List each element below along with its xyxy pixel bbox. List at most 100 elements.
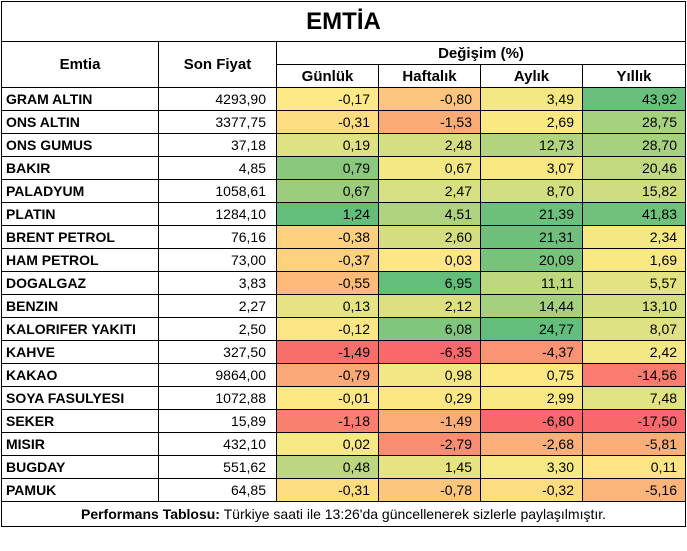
commodity-name: GRAM ALTIN: [1, 87, 159, 111]
header-degisim: Değişim (%): [275, 41, 687, 65]
yearly-change: -5,16: [581, 478, 687, 502]
yearly-change: 41,83: [581, 202, 687, 226]
weekly-change: -1,49: [378, 409, 481, 433]
weekly-change: -1,53: [378, 110, 481, 134]
commodity-table: EMTİA Emtia Son Fiyat Değişim (%) Günlük…: [0, 1, 687, 527]
table-row: BAKIR 4,85 0,79 0,67 3,07 20,46: [1, 156, 687, 180]
daily-change: -0,31: [276, 110, 379, 134]
yearly-change: -17,50: [581, 409, 687, 433]
yearly-change: 2,42: [581, 340, 687, 364]
daily-change: 1,24: [276, 202, 379, 226]
commodity-name: BUGDAY: [1, 455, 159, 479]
monthly-change: 8,70: [480, 179, 583, 203]
monthly-change: -6,80: [480, 409, 583, 433]
daily-change: -0,17: [276, 87, 379, 111]
last-price: 4,85: [158, 156, 277, 180]
commodity-name: PALADYUM: [1, 179, 159, 203]
weekly-change: 2,60: [378, 225, 481, 249]
table-row: ONS ALTIN 3377,75 -0,31 -1,53 2,69 28,75: [1, 110, 687, 134]
table-title: EMTİA: [0, 1, 687, 42]
yearly-change: 43,92: [581, 87, 687, 111]
weekly-change: 2,48: [378, 133, 481, 157]
monthly-change: 3,30: [480, 455, 583, 479]
header-haftalik: Haftalık: [378, 64, 481, 88]
daily-change: -1,18: [276, 409, 379, 433]
weekly-change: 0,98: [378, 363, 481, 387]
yearly-change: -5,81: [581, 432, 687, 456]
monthly-change: -4,37: [480, 340, 583, 364]
yearly-change: -14,56: [581, 363, 687, 387]
weekly-change: 2,12: [378, 294, 481, 318]
table-row: MISIR 432,10 0,02 -2,79 -2,68 -5,81: [1, 432, 687, 456]
table-row: PALADYUM 1058,61 0,67 2,47 8,70 15,82: [1, 179, 687, 203]
monthly-change: 21,39: [480, 202, 583, 226]
commodity-name: PLATIN: [1, 202, 159, 226]
table-row: GRAM ALTIN 4293,90 -0,17 -0,80 3,49 43,92: [1, 87, 687, 111]
weekly-change: 6,08: [378, 317, 481, 341]
commodity-name: MISIR: [1, 432, 159, 456]
header-emtia: Emtia: [1, 41, 159, 88]
commodity-name: PAMUK: [1, 478, 159, 502]
commodity-name: SEKER: [1, 409, 159, 433]
last-price: 3377,75: [158, 110, 277, 134]
last-price: 15,89: [158, 409, 277, 433]
footer-note: Performans Tablosu: Türkiye saati ile 13…: [0, 501, 687, 527]
header-son-fiyat: Son Fiyat: [158, 41, 277, 88]
daily-change: 0,19: [276, 133, 379, 157]
yearly-change: 20,46: [581, 156, 687, 180]
monthly-change: 21,31: [480, 225, 583, 249]
yearly-change: 7,48: [581, 386, 687, 410]
monthly-change: -0,32: [480, 478, 583, 502]
footer-text: Türkiye saati ile 13:26'da güncellenerek…: [219, 506, 607, 522]
monthly-change: 0,75: [480, 363, 583, 387]
last-price: 37,18: [158, 133, 277, 157]
monthly-change: 20,09: [480, 248, 583, 272]
last-price: 4293,90: [158, 87, 277, 111]
daily-change: -0,01: [276, 386, 379, 410]
monthly-change: 11,11: [480, 271, 583, 295]
yearly-change: 1,69: [581, 248, 687, 272]
daily-change: -1,49: [276, 340, 379, 364]
table-body: GRAM ALTIN 4293,90 -0,17 -0,80 3,49 43,92 ONS …: [1, 87, 687, 502]
monthly-change: 3,49: [480, 87, 583, 111]
monthly-change: 12,73: [480, 133, 583, 157]
last-price: 432,10: [158, 432, 277, 456]
daily-change: -0,55: [276, 271, 379, 295]
daily-change: 0,02: [276, 432, 379, 456]
table-row: PLATIN 1284,10 1,24 4,51 21,39 41,83: [1, 202, 687, 226]
commodity-name: SOYA FASULYESI: [1, 386, 159, 410]
yearly-change: 28,70: [581, 133, 687, 157]
last-price: 1072,88: [158, 386, 277, 410]
yearly-change: 28,75: [581, 110, 687, 134]
commodity-name: ONS ALTIN: [1, 110, 159, 134]
yearly-change: 2,34: [581, 225, 687, 249]
commodity-name: BRENT PETROL: [1, 225, 159, 249]
table-row: ONS GUMUS 37,18 0,19 2,48 12,73 28,70: [1, 133, 687, 157]
last-price: 76,16: [158, 225, 277, 249]
header-yillik: Yıllık: [581, 64, 687, 88]
commodity-name: HAM PETROL: [1, 248, 159, 272]
yearly-change: 5,57: [581, 271, 687, 295]
monthly-change: 14,44: [480, 294, 583, 318]
commodity-name: KAKAO: [1, 363, 159, 387]
weekly-change: 1,45: [378, 455, 481, 479]
table-row: KAHVE 327,50 -1,49 -6,35 -4,37 2,42: [1, 340, 687, 364]
yearly-change: 8,07: [581, 317, 687, 341]
monthly-change: -2,68: [480, 432, 583, 456]
last-price: 2,50: [158, 317, 277, 341]
monthly-change: 3,07: [480, 156, 583, 180]
daily-change: -0,12: [276, 317, 379, 341]
commodity-name: ONS GUMUS: [1, 133, 159, 157]
daily-change: 0,79: [276, 156, 379, 180]
weekly-change: 6,95: [378, 271, 481, 295]
daily-change: 0,48: [276, 455, 379, 479]
weekly-change: 0,67: [378, 156, 481, 180]
commodity-name: DOGALGAZ: [1, 271, 159, 295]
last-price: 9864,00: [158, 363, 277, 387]
yearly-change: 13,10: [581, 294, 687, 318]
weekly-change: -6,35: [378, 340, 481, 364]
table-row: KALORIFER YAKITI 2,50 -0,12 6,08 24,77 8,07: [1, 317, 687, 341]
weekly-change: -0,80: [378, 87, 481, 111]
weekly-change: 2,47: [378, 179, 481, 203]
